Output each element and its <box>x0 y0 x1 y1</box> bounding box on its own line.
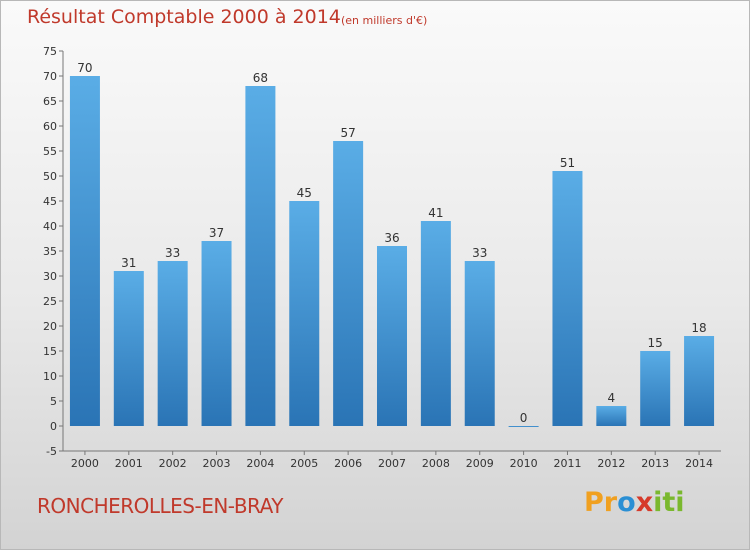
y-tick-label: 65 <box>43 95 57 108</box>
y-tick-label: 40 <box>43 220 57 233</box>
y-tick-label: 55 <box>43 145 57 158</box>
data-label-2003: 37 <box>209 226 224 240</box>
logo-letter: x <box>635 487 654 518</box>
x-tick-label-2002: 2002 <box>159 457 187 470</box>
x-tick-label-2009: 2009 <box>466 457 494 470</box>
logo-letter: r <box>603 487 618 518</box>
x-tick-label-2010: 2010 <box>510 457 538 470</box>
data-label-2008: 41 <box>428 206 443 220</box>
data-label-2014: 18 <box>691 321 706 335</box>
bar-2011 <box>552 171 583 426</box>
logo-letter: t <box>662 487 676 518</box>
data-label-2011: 51 <box>560 156 575 170</box>
bar-2010 <box>508 426 539 427</box>
x-tick-label-2014: 2014 <box>685 457 713 470</box>
x-tick-label-2008: 2008 <box>422 457 450 470</box>
x-tick-label-2007: 2007 <box>378 457 406 470</box>
bar-2009 <box>464 261 495 426</box>
logo-letter: P <box>584 487 604 518</box>
bar-2014 <box>684 336 715 426</box>
data-label-2004: 68 <box>253 71 268 85</box>
x-tick-label-2013: 2013 <box>641 457 669 470</box>
data-label-2002: 33 <box>165 246 180 260</box>
bar-2006 <box>333 141 364 426</box>
y-tick-label: 30 <box>43 270 57 283</box>
bar-2002 <box>157 261 188 426</box>
y-tick-label: 60 <box>43 120 57 133</box>
data-label-2005: 45 <box>297 186 312 200</box>
data-label-2001: 31 <box>121 256 136 270</box>
chart-subtitle: (en milliers d'€) <box>341 14 428 27</box>
y-tick-label: 50 <box>43 170 57 183</box>
data-label-2009: 33 <box>472 246 487 260</box>
x-tick-label-2005: 2005 <box>290 457 318 470</box>
y-tick-label: 20 <box>43 320 57 333</box>
x-tick-label-2006: 2006 <box>334 457 362 470</box>
bar-2004 <box>245 86 276 426</box>
location-name: RONCHEROLLES-EN-BRAY <box>37 494 283 518</box>
y-tick-label: 0 <box>50 420 57 433</box>
bar-2012 <box>596 406 627 426</box>
logo-letter: i <box>653 487 663 518</box>
x-tick-label-2003: 2003 <box>203 457 231 470</box>
bar-2008 <box>420 221 451 426</box>
bar-2013 <box>640 351 671 426</box>
data-label-2007: 36 <box>384 231 399 245</box>
logo-letter: o <box>617 487 636 518</box>
data-label-2010: 0 <box>520 411 528 425</box>
y-tick-label: 70 <box>43 70 57 83</box>
bar-2000 <box>69 76 100 426</box>
x-tick-label-2011: 2011 <box>553 457 581 470</box>
bar-2005 <box>289 201 320 426</box>
y-tick-label: 10 <box>43 370 57 383</box>
data-label-2000: 70 <box>77 61 92 75</box>
x-tick-label-2000: 2000 <box>71 457 99 470</box>
data-label-2012: 4 <box>608 391 616 405</box>
y-tick-label: 5 <box>50 395 57 408</box>
y-tick-label: 35 <box>43 245 57 258</box>
bar-2003 <box>201 241 232 426</box>
data-label-2006: 57 <box>340 126 355 140</box>
bar-2001 <box>113 271 144 426</box>
y-tick-label: 75 <box>43 45 57 58</box>
x-tick-label-2004: 2004 <box>246 457 274 470</box>
proxiti-logo: Proxiti <box>584 487 685 518</box>
chart-title: Résultat Comptable 2000 à 2014 <box>27 6 341 28</box>
y-tick-label: 45 <box>43 195 57 208</box>
data-label-2013: 15 <box>648 336 663 350</box>
logo-letter: i <box>675 487 685 518</box>
x-tick-label-2012: 2012 <box>597 457 625 470</box>
y-tick-label: 25 <box>43 295 57 308</box>
y-tick-label: -5 <box>46 445 57 458</box>
bar-2007 <box>377 246 407 426</box>
y-tick-label: 15 <box>43 345 57 358</box>
x-tick-label-2001: 2001 <box>115 457 143 470</box>
